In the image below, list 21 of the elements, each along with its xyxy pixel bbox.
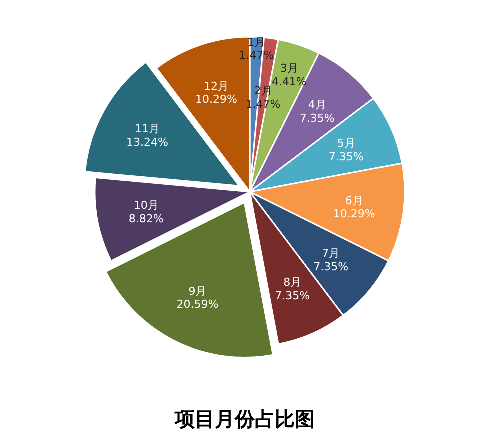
- slice-label: 4月: [308, 98, 326, 112]
- slice-label: 9月: [188, 284, 207, 298]
- data-label: 7.35%: [314, 260, 349, 274]
- data-label: 8.82%: [128, 212, 164, 226]
- data-label: 10.29%: [333, 208, 376, 221]
- slice-label: 10月: [134, 199, 159, 212]
- slice-label: 3月: [280, 62, 298, 76]
- data-label: 13.24%: [126, 136, 168, 149]
- data-label: 7.35%: [300, 112, 335, 125]
- data-label: 1.47%: [246, 98, 281, 111]
- text: 项目月份占比图: [174, 406, 316, 433]
- data-label: 10.29%: [196, 93, 238, 106]
- slice-label: 11月: [134, 122, 160, 136]
- slice-label: 5月: [337, 137, 356, 150]
- slice-label: 12月: [204, 80, 230, 93]
- slice-label: 8月: [284, 276, 302, 290]
- data-label: 7.35%: [328, 150, 364, 164]
- data-label: 7.35%: [275, 289, 310, 302]
- slice-label: 6月: [345, 194, 364, 208]
- slice-label: 7月: [322, 247, 340, 260]
- data-label: 20.59%: [176, 298, 219, 312]
